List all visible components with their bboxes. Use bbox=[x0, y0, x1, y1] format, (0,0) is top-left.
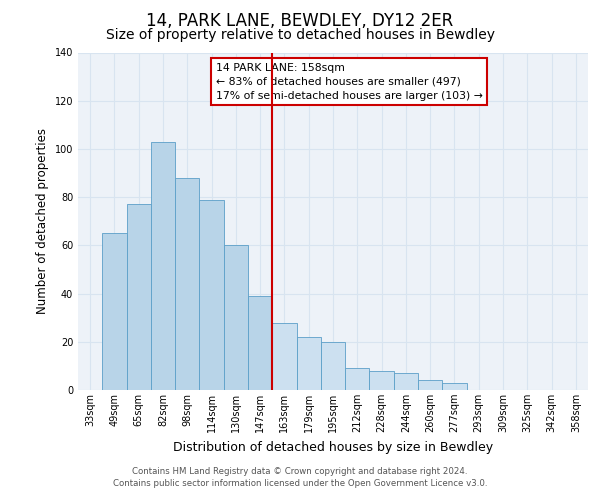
Bar bbox=[224, 246, 248, 390]
Bar bbox=[442, 383, 467, 390]
Text: Size of property relative to detached houses in Bewdley: Size of property relative to detached ho… bbox=[106, 28, 494, 42]
Bar bbox=[127, 204, 151, 390]
Bar bbox=[321, 342, 345, 390]
Y-axis label: Number of detached properties: Number of detached properties bbox=[36, 128, 49, 314]
Bar bbox=[345, 368, 370, 390]
Bar bbox=[248, 296, 272, 390]
Bar bbox=[272, 322, 296, 390]
X-axis label: Distribution of detached houses by size in Bewdley: Distribution of detached houses by size … bbox=[173, 440, 493, 454]
Bar bbox=[418, 380, 442, 390]
Bar bbox=[199, 200, 224, 390]
Bar bbox=[394, 373, 418, 390]
Bar bbox=[102, 234, 127, 390]
Bar bbox=[175, 178, 199, 390]
Bar bbox=[370, 370, 394, 390]
Text: Contains HM Land Registry data © Crown copyright and database right 2024.
Contai: Contains HM Land Registry data © Crown c… bbox=[113, 466, 487, 487]
Bar bbox=[296, 337, 321, 390]
Bar bbox=[151, 142, 175, 390]
Text: 14 PARK LANE: 158sqm
← 83% of detached houses are smaller (497)
17% of semi-deta: 14 PARK LANE: 158sqm ← 83% of detached h… bbox=[216, 62, 482, 100]
Text: 14, PARK LANE, BEWDLEY, DY12 2ER: 14, PARK LANE, BEWDLEY, DY12 2ER bbox=[146, 12, 454, 30]
